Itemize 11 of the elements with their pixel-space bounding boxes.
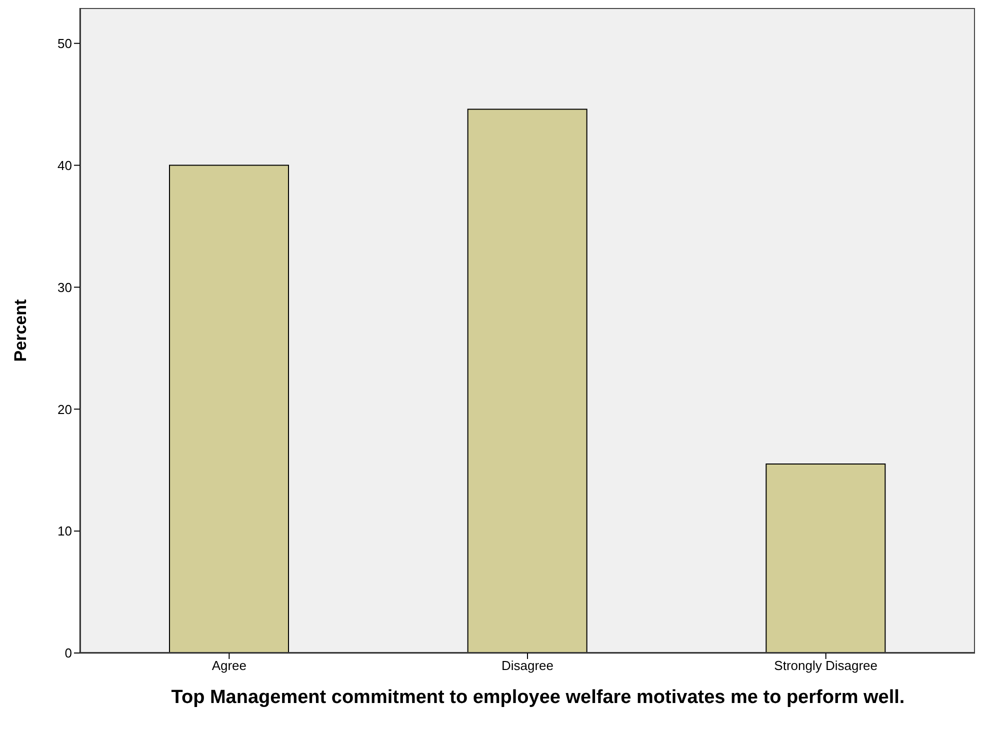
x-tick-label: Agree xyxy=(212,658,247,674)
x-tick-label: Disagree xyxy=(501,658,554,674)
y-tick-label: 20 xyxy=(58,402,72,417)
y-tick-label: 50 xyxy=(58,36,72,51)
x-axis-title: Top Management commitment to employee welfare motivates me to perform well. xyxy=(170,687,906,708)
x-tick-label: Strongly Disagree xyxy=(774,658,878,674)
y-tick-label: 30 xyxy=(58,280,72,295)
y-tick-label: 10 xyxy=(58,524,72,539)
y-tick-label: 0 xyxy=(64,646,72,661)
y-tick-label: 40 xyxy=(58,158,72,173)
y-axis-title: Percent xyxy=(11,298,30,362)
